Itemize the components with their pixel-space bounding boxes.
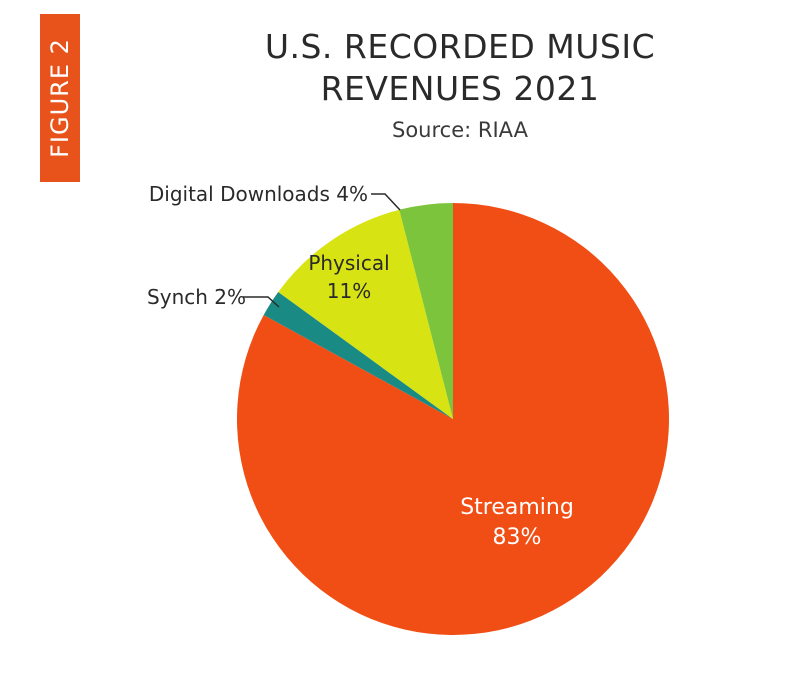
figure-number-tab: FIGURE 2 — [40, 14, 80, 182]
callout-line-digital-downloads — [371, 193, 401, 211]
pie-slice-digital-downloads — [399, 203, 453, 419]
slice-label-physical: Physical — [308, 251, 389, 275]
slice-value-streaming: 83% — [493, 525, 542, 550]
slice-value-physical: 11% — [327, 279, 371, 303]
chart-title-line-2: REVENUES 2021 — [320, 69, 600, 108]
slice-label-synch: Synch 2% — [147, 285, 246, 309]
pie-slice-synch — [263, 292, 453, 419]
chart-subtitle: Source: RIAA — [392, 118, 528, 142]
slice-label-streaming: Streaming — [460, 495, 574, 520]
pie-slice-physical — [278, 209, 453, 419]
slice-label-digital-downloads: Digital Downloads 4% — [149, 182, 368, 206]
chart-title-line-1: U.S. RECORDED MUSIC — [264, 27, 656, 66]
pie-slice-streaming — [236, 203, 669, 636]
callout-line-synch — [243, 296, 280, 308]
